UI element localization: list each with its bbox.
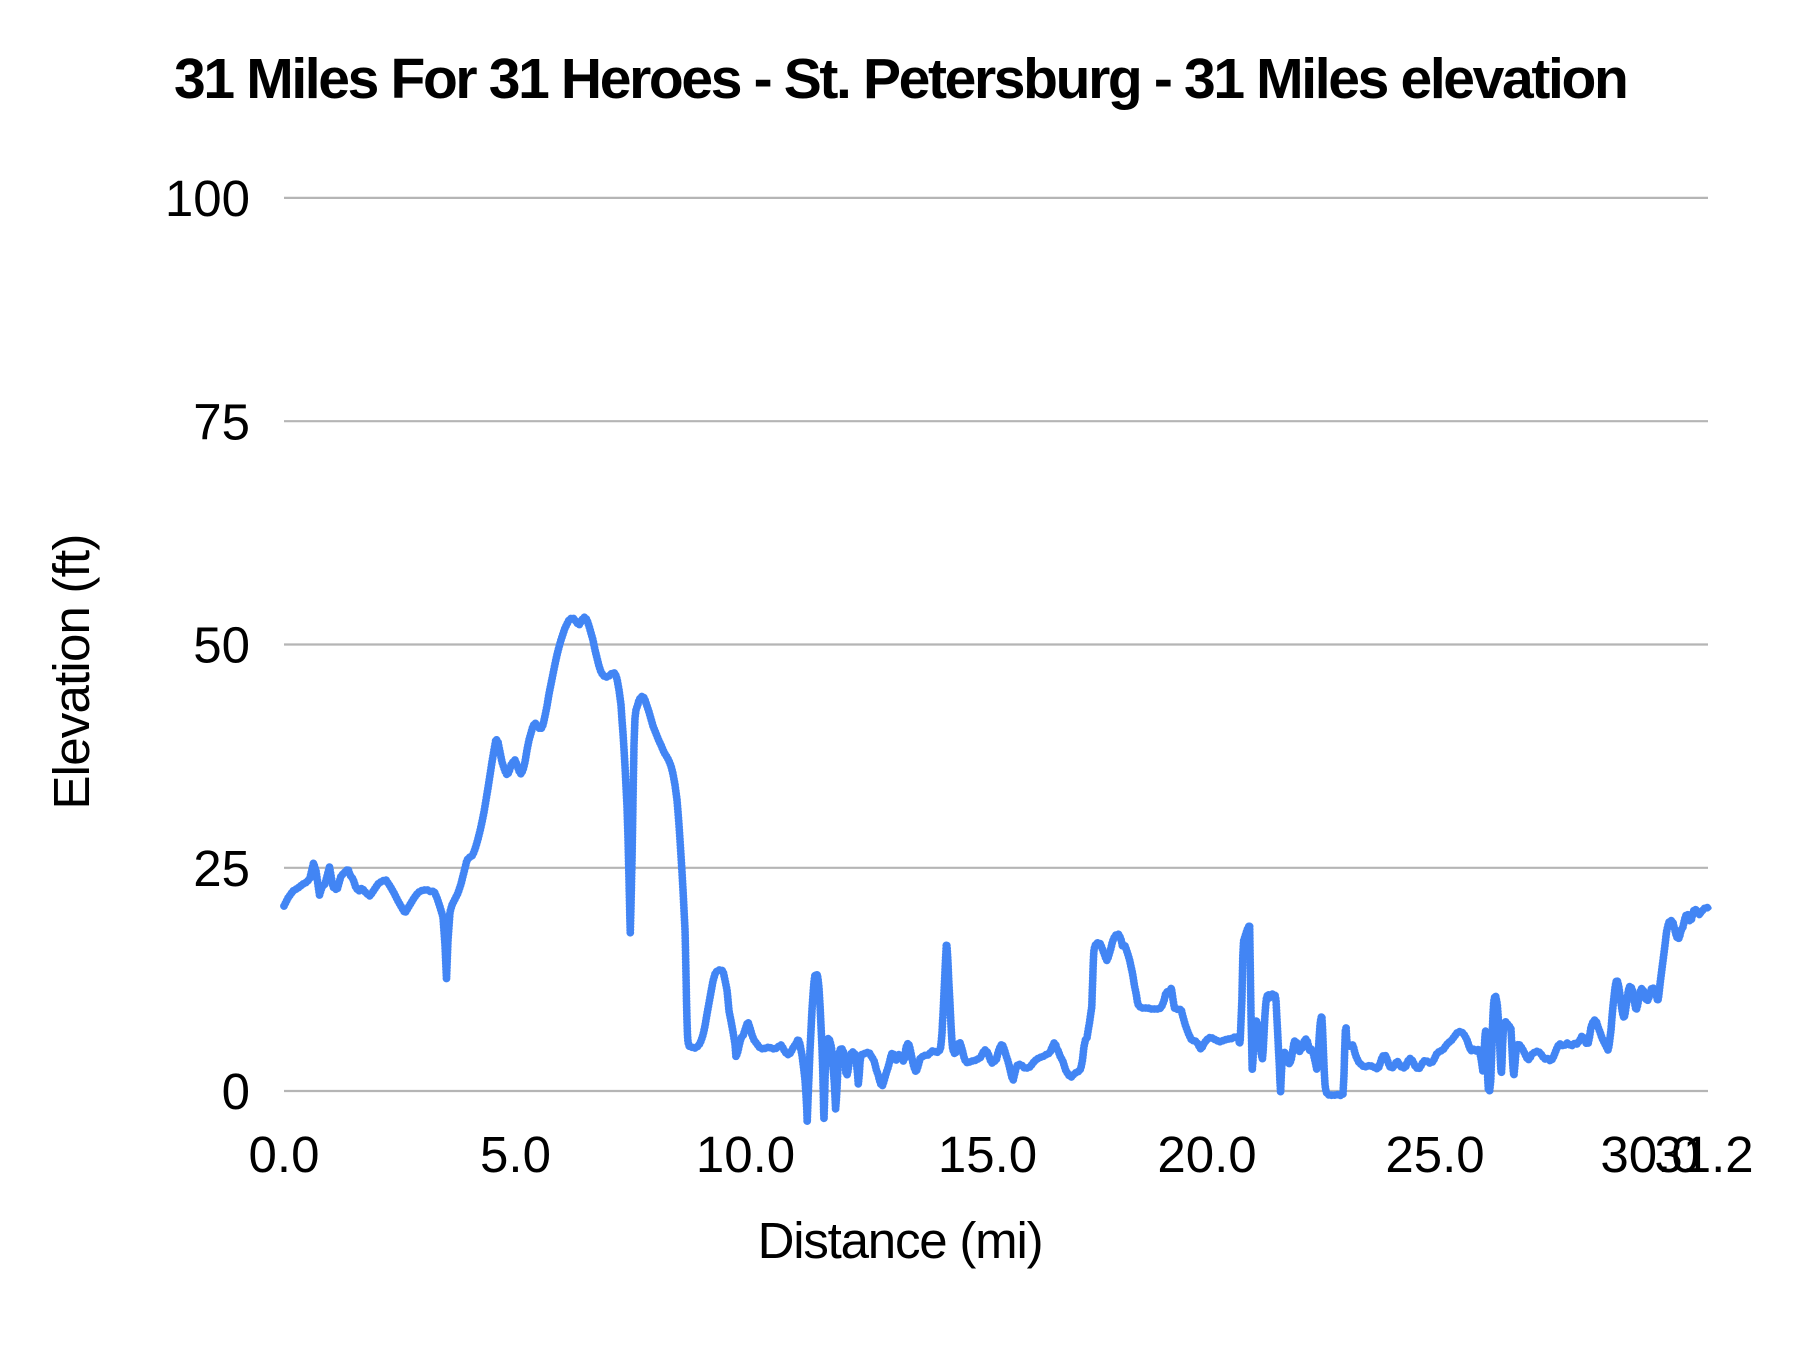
svg-text:20.0: 20.0 — [1157, 1126, 1256, 1183]
svg-text:0: 0 — [222, 1063, 250, 1120]
svg-text:50: 50 — [193, 617, 250, 674]
svg-text:100: 100 — [165, 170, 250, 227]
svg-text:5.0: 5.0 — [480, 1126, 551, 1183]
svg-text:10.0: 10.0 — [696, 1126, 795, 1183]
svg-text:75: 75 — [193, 393, 250, 450]
svg-text:Elevation (ft): Elevation (ft) — [43, 534, 100, 809]
svg-text:Distance (mi): Distance (mi) — [758, 1212, 1043, 1269]
svg-text:25.0: 25.0 — [1385, 1126, 1484, 1183]
svg-text:31.2: 31.2 — [1654, 1126, 1753, 1183]
svg-text:31 Miles For 31 Heroes - St. P: 31 Miles For 31 Heroes - St. Petersburg … — [174, 47, 1626, 111]
svg-text:25: 25 — [193, 840, 250, 897]
svg-text:0.0: 0.0 — [249, 1126, 320, 1183]
svg-text:30.0: 30.0 — [1600, 1126, 1699, 1183]
svg-text:15.0: 15.0 — [938, 1126, 1037, 1183]
